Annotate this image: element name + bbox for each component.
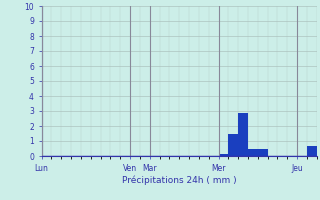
Bar — [258, 149, 268, 156]
Bar — [219, 154, 228, 156]
Bar — [228, 134, 238, 156]
X-axis label: Précipitations 24h ( mm ): Précipitations 24h ( mm ) — [122, 175, 236, 185]
Bar — [307, 146, 317, 156]
Bar — [248, 148, 258, 156]
Bar — [238, 112, 248, 156]
